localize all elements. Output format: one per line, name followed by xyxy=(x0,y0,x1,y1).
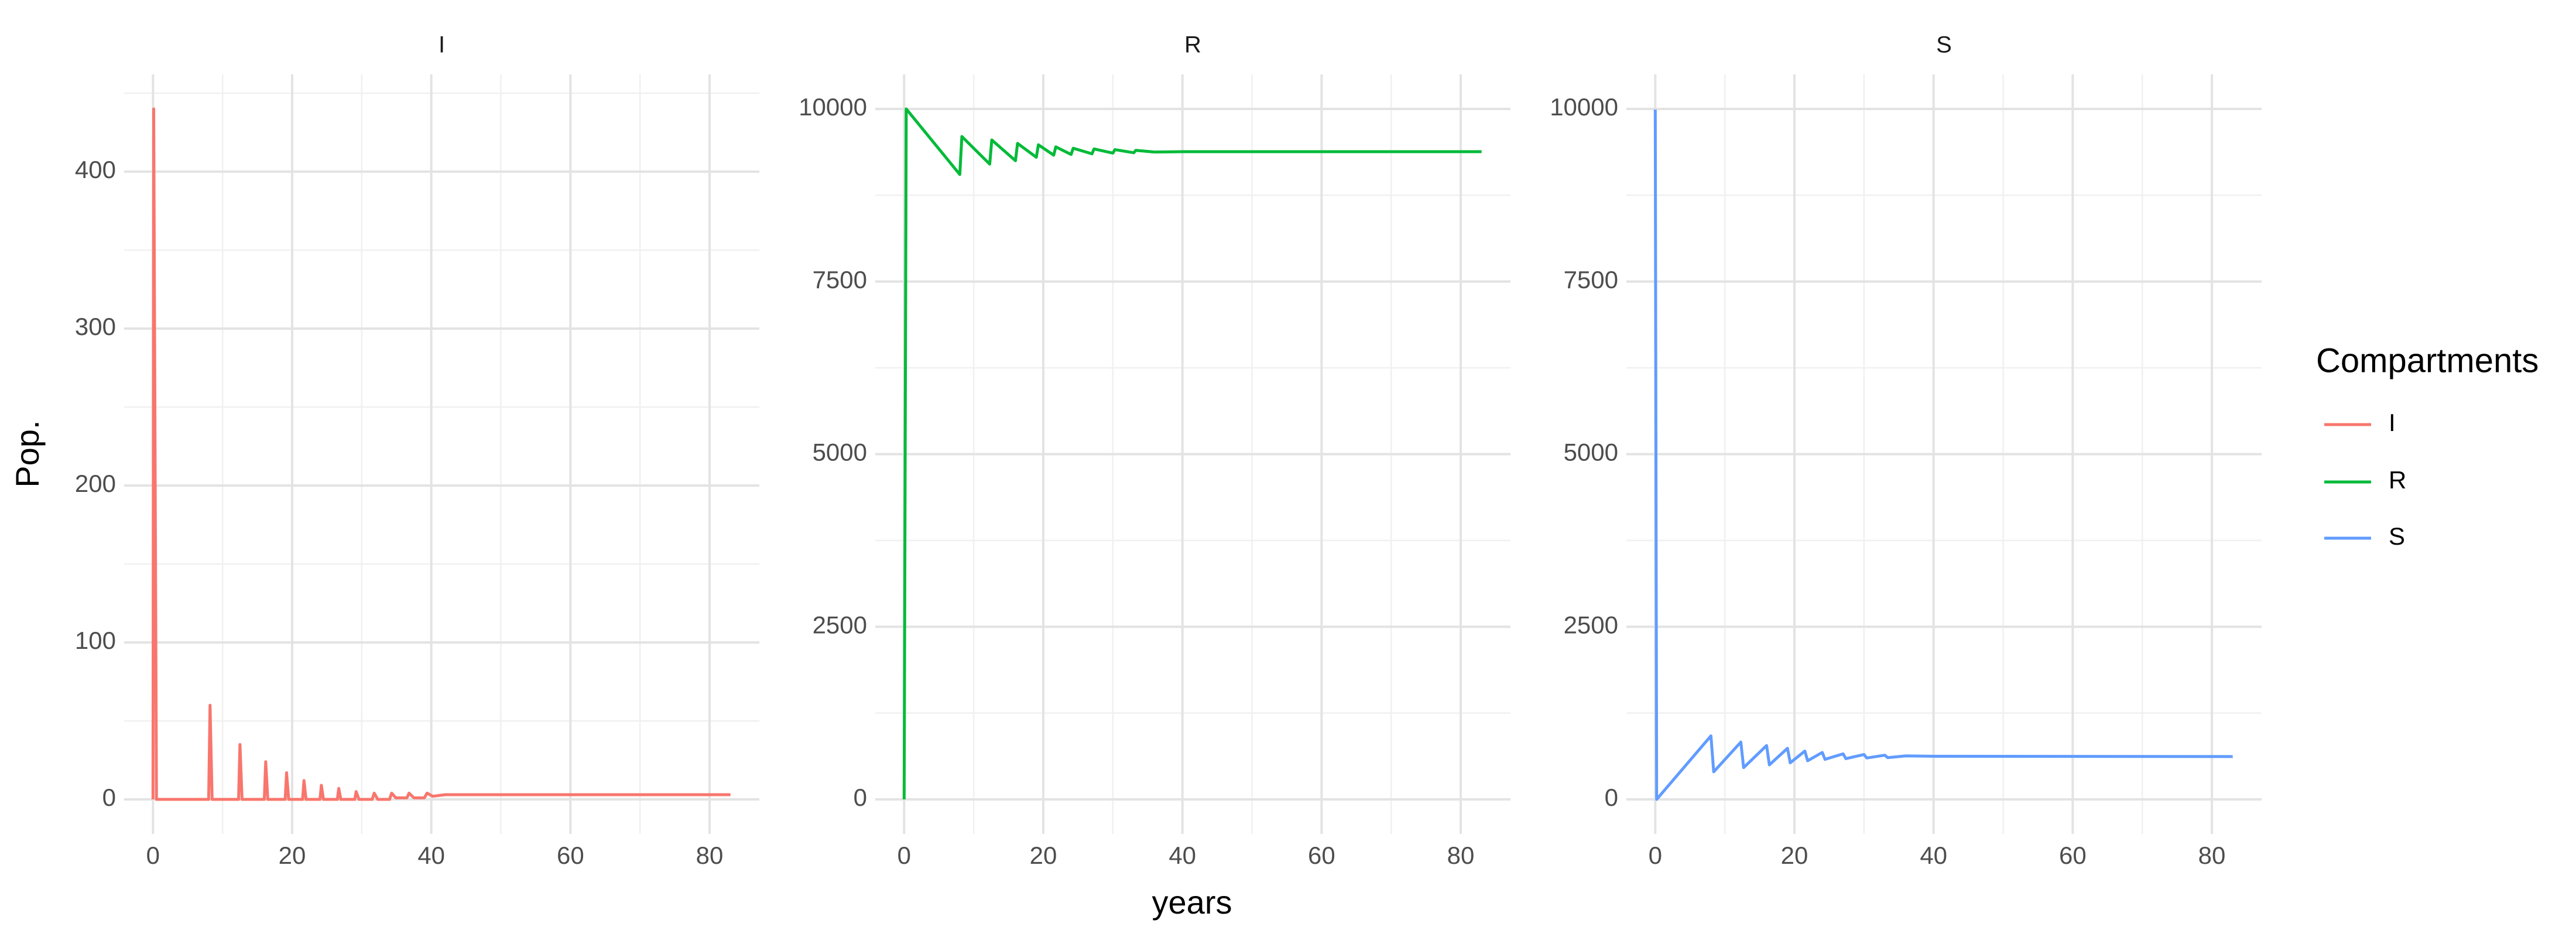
x-tick-label: 0 xyxy=(146,842,160,869)
y-tick-label: 0 xyxy=(102,784,116,811)
y-tick-label: 0 xyxy=(1605,784,1618,811)
y-tick-label: 7500 xyxy=(1564,266,1618,293)
y-tick-label: 5000 xyxy=(813,439,867,466)
x-tick-label: 0 xyxy=(1649,842,1662,869)
y-tick-label: 2500 xyxy=(813,611,867,638)
series-line xyxy=(902,107,1482,800)
x-tick-label: 20 xyxy=(1030,842,1057,869)
x-tick-label: 40 xyxy=(417,842,445,869)
y-tick-label: 10000 xyxy=(799,93,867,121)
y-tick-label: 5000 xyxy=(1564,439,1618,466)
legend-label: R xyxy=(2389,466,2406,494)
y-tick-label: 0 xyxy=(854,784,867,811)
x-tick-label: 80 xyxy=(696,842,724,869)
x-tick-label: 40 xyxy=(1920,842,1947,869)
legend-label: S xyxy=(2389,522,2405,550)
y-tick-label: 7500 xyxy=(813,266,867,293)
y-tick-label: 300 xyxy=(75,313,116,340)
x-tick-label: 20 xyxy=(1781,842,1808,869)
y-axis-title: Pop. xyxy=(9,420,46,487)
series-line xyxy=(1653,110,2233,801)
panel-title: I xyxy=(439,32,445,58)
y-tick-label: 400 xyxy=(75,156,116,183)
x-tick-label: 60 xyxy=(1308,842,1335,869)
x-tick-label: 60 xyxy=(2059,842,2087,869)
x-tick-label: 20 xyxy=(279,842,306,869)
legend-label: I xyxy=(2389,409,2396,436)
y-tick-label: 10000 xyxy=(1550,93,1618,121)
legend-title: Compartments xyxy=(2316,341,2539,379)
x-tick-label: 80 xyxy=(2198,842,2226,869)
x-tick-label: 40 xyxy=(1169,842,1196,869)
y-tick-label: 200 xyxy=(75,470,116,497)
x-tick-label: 60 xyxy=(557,842,584,869)
panel-title: S xyxy=(1936,32,1952,58)
x-tick-label: 80 xyxy=(1447,842,1475,869)
series-line xyxy=(151,107,731,801)
x-axis-title: years xyxy=(1152,884,1232,921)
panel-title: R xyxy=(1184,32,1201,58)
y-tick-label: 100 xyxy=(75,627,116,654)
x-tick-label: 0 xyxy=(898,842,911,869)
y-tick-label: 2500 xyxy=(1564,611,1618,638)
